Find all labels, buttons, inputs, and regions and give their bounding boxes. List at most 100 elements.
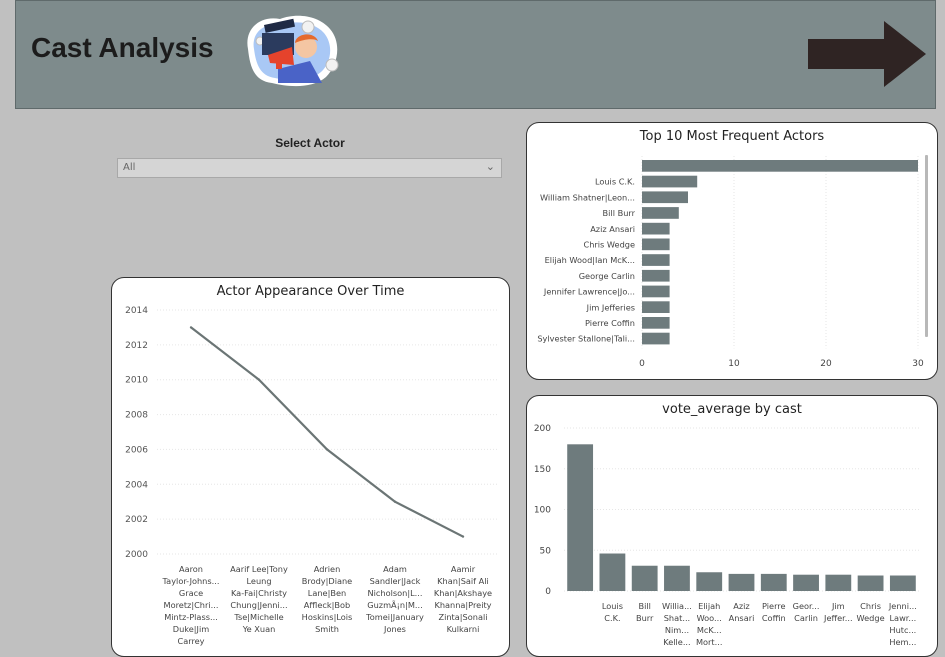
x-tick-label-line: Jim: [831, 601, 845, 611]
x-tick-label-line: Aziz: [733, 601, 749, 611]
x-tick-label-line: Nim...: [665, 625, 689, 635]
y-tick-label: Pierre Coffin: [585, 318, 635, 328]
y-tick-label: 0: [545, 587, 551, 597]
x-tick-label-line: Jones: [383, 624, 406, 634]
arrow-right-icon[interactable]: [806, 21, 926, 87]
x-tick-label-line: Kulkarni: [447, 624, 480, 634]
x-tick-label-line: Nicholson|L...: [368, 588, 423, 598]
y-tick-label: 2004: [125, 480, 148, 490]
x-tick-label-line: Adam: [383, 564, 407, 574]
x-tick-label-line: Khanna|Preity: [434, 600, 491, 610]
x-tick-label: Jenni... Lawr... Hutc... Hem...: [888, 601, 917, 647]
series-line: [190, 326, 464, 538]
x-tick-label: Geor... Carlin: [793, 601, 820, 623]
x-tick-label-line: Carrey: [177, 636, 204, 646]
x-tick-label-line: Affleck|Bob: [304, 600, 350, 610]
x-tick-label: Elijah Woo... McK... Mort...: [696, 601, 722, 647]
y-tick-label: Elijah Wood|Ian McK...: [545, 255, 635, 265]
x-tick-label-line: Chris: [860, 601, 881, 611]
vote-average-chart[interactable]: vote_average by cast 200 150 100 50 0 Louis C.…: [526, 395, 938, 657]
x-tick-label: Adrien Brody|Diane Lane|Ben Affleck|Bob Hosk…: [302, 564, 353, 634]
x-tick-label-line: Sandler|Jack: [370, 576, 421, 586]
x-tick-label-line: Jeffer...: [823, 613, 853, 623]
bar: [664, 565, 690, 591]
x-tick-label-line: Khan|Akshaye: [434, 588, 492, 598]
bar: [567, 444, 594, 591]
x-tick-label: Aamir Khan|Saif Ali Khan|Akshaye Khanna|Pre…: [434, 564, 492, 634]
x-tick-label-line: Lane|Ben: [308, 588, 346, 598]
data-point: [257, 378, 261, 381]
y-tick-label: 200: [534, 424, 551, 434]
bar: [642, 222, 670, 235]
bar: [642, 254, 670, 266]
data-point: [325, 448, 329, 451]
x-tick-label-line: Smith: [315, 624, 339, 634]
x-tick-label-line: Tse|Michelle: [233, 612, 283, 622]
x-tick-label-line: Leung: [246, 576, 271, 586]
x-tick-label: 30: [912, 359, 924, 369]
x-tick-label: Louis C.K.: [602, 601, 623, 623]
x-tick-label-line: Bill: [638, 601, 650, 611]
x-tick-label: Jim Jeffer...: [823, 601, 853, 623]
data-point: [189, 326, 193, 329]
y-tick-label: Chris Wedge: [584, 240, 636, 250]
y-tick-label: Jim Jefferies: [586, 302, 635, 312]
top-actors-chart[interactable]: Top 10 Most Frequent Actors 0 10 20 30 Louis…: [526, 122, 938, 380]
x-tick-label-line: Mintz-Plass...: [164, 612, 218, 622]
bar: [642, 207, 679, 219]
bar: [642, 317, 670, 329]
x-tick-label-line: Willia...: [662, 601, 692, 611]
x-tick-label-line: Burr: [636, 613, 654, 623]
x-tick-label-line: Moretz|Chri...: [164, 600, 219, 610]
x-tick-label-line: GuzmÃ¡n|M...: [367, 600, 423, 610]
y-tick-label: 2008: [125, 411, 148, 421]
y-tick-label: 2002: [125, 515, 148, 525]
actor-dropdown[interactable]: All ⌄: [117, 158, 502, 178]
x-tick-label-line: Shat...: [664, 613, 690, 623]
y-tick-label: Jennifer Lawrence|Jo...: [543, 287, 635, 297]
bar: [642, 301, 670, 313]
x-tick-label-line: Pierre: [762, 601, 786, 611]
x-tick-label-line: Jenni...: [888, 601, 917, 611]
actor-appearance-chart[interactable]: Actor Appearance Over Time 2014 2012 2010 2…: [111, 277, 510, 657]
y-tick-label: 150: [534, 465, 551, 475]
chart-title: Actor Appearance Over Time: [216, 284, 405, 299]
hbar-chart-plot: 0 10 20 30 Louis C.K. William Shatner|Leon...…: [537, 155, 928, 369]
y-tick-label: 2006: [125, 445, 148, 455]
slicer-title: Select Actor: [275, 136, 345, 150]
bar: [889, 575, 916, 591]
chart-title: vote_average by cast: [662, 402, 802, 417]
bar: [642, 175, 698, 188]
x-tick-label-line: Louis: [602, 601, 623, 611]
y-tick-label: George Carlin: [579, 271, 635, 281]
bar: [642, 191, 688, 204]
x-tick-label-line: Grace: [179, 588, 203, 598]
bar: [642, 332, 670, 345]
data-point: [461, 535, 465, 538]
y-tick-label: Bill Burr: [603, 208, 636, 218]
x-tick-label-line: Ye Xuan: [242, 624, 276, 634]
bar: [857, 575, 884, 591]
vbar-chart-plot: 200 150 100 50 0 Louis C.K. Bill Burr Willia... Sh…: [534, 424, 919, 647]
x-tick-label-line: Mort...: [696, 637, 722, 647]
bar: [642, 238, 670, 251]
bar: [728, 573, 755, 591]
x-tick-label: Adam Sandler|Jack Nicholson|L... GuzmÃ¡n|M.…: [365, 564, 424, 634]
x-tick-label-line: Geor...: [793, 601, 820, 611]
x-tick-label-line: Brody|Diane: [302, 576, 352, 586]
x-tick-label: Aarif Lee|Tony Leung Ka-Fai|Christy Chung|J…: [230, 564, 288, 634]
x-tick-label-line: Chung|Jenni...: [230, 600, 287, 610]
x-tick-label-line: Hem...: [889, 637, 916, 647]
x-tick-label-line: Ansari: [729, 613, 755, 623]
x-tick-label-line: Coffin: [762, 613, 786, 623]
x-tick-label-line: Khan|Saif Ali: [437, 576, 489, 586]
x-tick-label: Willia... Shat... Nim... Kelle...: [662, 601, 692, 647]
chart-title: Top 10 Most Frequent Actors: [639, 129, 825, 144]
bar: [642, 285, 670, 298]
chevron-down-icon[interactable]: ⌄: [485, 160, 495, 173]
y-tick-label: 100: [534, 506, 551, 516]
page-title: Cast Analysis: [31, 32, 214, 63]
header-banner: Cast Analysis: [15, 0, 936, 109]
x-tick-label-line: Wedge: [857, 613, 885, 623]
x-tick-label-line: McK...: [697, 625, 722, 635]
